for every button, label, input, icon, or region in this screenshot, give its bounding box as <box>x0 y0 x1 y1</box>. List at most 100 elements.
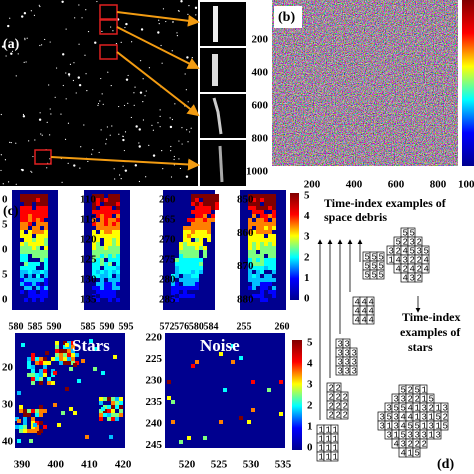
star <box>106 126 108 128</box>
pixel <box>175 298 179 302</box>
pixel <box>199 242 203 246</box>
pixel <box>100 262 104 266</box>
pixel <box>32 266 36 270</box>
pixel <box>36 294 40 298</box>
pixel <box>24 210 28 214</box>
star <box>24 37 26 39</box>
star <box>191 57 193 59</box>
pixel <box>111 401 115 405</box>
colorbar-tick-label: 2 <box>307 400 313 412</box>
pixel <box>44 246 48 250</box>
y-tick-label: 5 <box>2 269 8 281</box>
pixel <box>28 250 32 254</box>
pixel <box>195 214 199 218</box>
pixel <box>20 234 24 238</box>
star <box>105 143 107 145</box>
grid-cell <box>433 429 442 440</box>
pixel <box>207 218 211 222</box>
pixel <box>107 409 111 413</box>
pixel <box>116 262 120 266</box>
star <box>24 39 26 41</box>
pixel <box>272 246 276 250</box>
pixel <box>191 262 195 266</box>
pixel <box>191 246 195 250</box>
pixel <box>264 250 268 254</box>
pixel <box>24 262 28 266</box>
pixel <box>268 234 272 238</box>
pixel <box>260 210 264 214</box>
star <box>40 44 43 46</box>
pixel <box>28 210 32 214</box>
pixel <box>24 254 28 258</box>
pixel <box>260 266 264 270</box>
colorbar-tick-label: 2 <box>304 251 310 263</box>
star <box>54 96 56 98</box>
pixel <box>44 266 48 270</box>
pixel <box>28 290 32 294</box>
pixel <box>252 278 256 282</box>
pixel <box>252 222 256 226</box>
star <box>65 72 67 74</box>
grid-row: 3134551315 <box>380 421 450 431</box>
y-tick-label: 115 <box>80 214 96 226</box>
pixel <box>112 234 116 238</box>
pixel <box>199 262 203 266</box>
pixel <box>112 210 116 214</box>
pixel <box>100 270 104 274</box>
star <box>78 4 80 6</box>
star <box>170 176 173 178</box>
y-tick-label: 1000 <box>246 166 269 178</box>
pixel <box>195 222 199 226</box>
star <box>83 124 85 126</box>
star <box>124 169 128 172</box>
pixel <box>104 234 108 238</box>
pixel <box>248 254 252 258</box>
pixel <box>104 218 108 222</box>
pixel <box>96 294 100 298</box>
pixel <box>183 226 187 230</box>
pixel <box>92 230 96 234</box>
pixel <box>44 194 48 198</box>
pixel <box>92 286 96 290</box>
pixel <box>268 266 272 270</box>
pixel <box>31 353 35 357</box>
pixel <box>175 270 179 274</box>
y-tick-label: 240 <box>146 418 163 430</box>
pixel <box>19 429 23 433</box>
pixel <box>23 421 27 425</box>
pixel <box>111 413 115 417</box>
pixel <box>28 194 32 198</box>
star <box>98 151 100 154</box>
pixel <box>248 222 252 226</box>
colorbar-tick-label: 3 <box>304 231 310 243</box>
colorbar-tick-label: 5 <box>304 190 310 202</box>
pixel <box>179 440 183 444</box>
colorbar-tick-label: 1 <box>304 272 310 284</box>
pixel <box>20 226 24 230</box>
pixel <box>96 286 100 290</box>
pixel <box>111 405 115 409</box>
grid-row: 3534413152 <box>380 412 450 422</box>
pixel <box>119 401 123 405</box>
pixel <box>36 210 40 214</box>
colorbar-tick-label: 1 <box>307 421 313 433</box>
pixel <box>44 286 48 290</box>
pixel <box>195 262 199 266</box>
star <box>39 44 41 47</box>
pixel <box>36 246 40 250</box>
pixel <box>92 238 96 242</box>
time-arrows <box>317 239 421 420</box>
grid-row: 444 <box>355 297 376 307</box>
pixel <box>191 270 195 274</box>
pixel <box>268 202 272 206</box>
pixel <box>171 286 175 290</box>
pixel <box>264 278 268 282</box>
pixel <box>36 238 40 242</box>
star <box>65 98 67 100</box>
pixel <box>63 361 67 365</box>
pixel <box>268 242 272 246</box>
pixel <box>195 242 199 246</box>
star <box>181 143 183 145</box>
grid-row: 5232 <box>389 237 431 247</box>
pixel <box>183 262 187 266</box>
